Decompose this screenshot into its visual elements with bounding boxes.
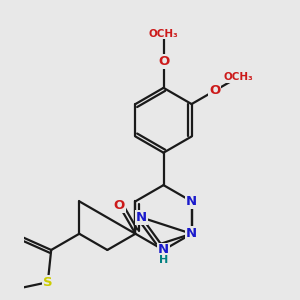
Text: N: N — [186, 227, 197, 240]
Text: N: N — [158, 244, 169, 256]
Text: N: N — [136, 211, 147, 224]
Text: S: S — [43, 276, 52, 289]
Text: O: O — [158, 55, 169, 68]
Text: N: N — [186, 195, 197, 208]
Text: H: H — [159, 255, 168, 265]
Text: O: O — [114, 199, 125, 212]
Text: O: O — [209, 84, 220, 97]
Text: OCH₃: OCH₃ — [148, 29, 178, 39]
Text: OCH₃: OCH₃ — [224, 72, 254, 82]
